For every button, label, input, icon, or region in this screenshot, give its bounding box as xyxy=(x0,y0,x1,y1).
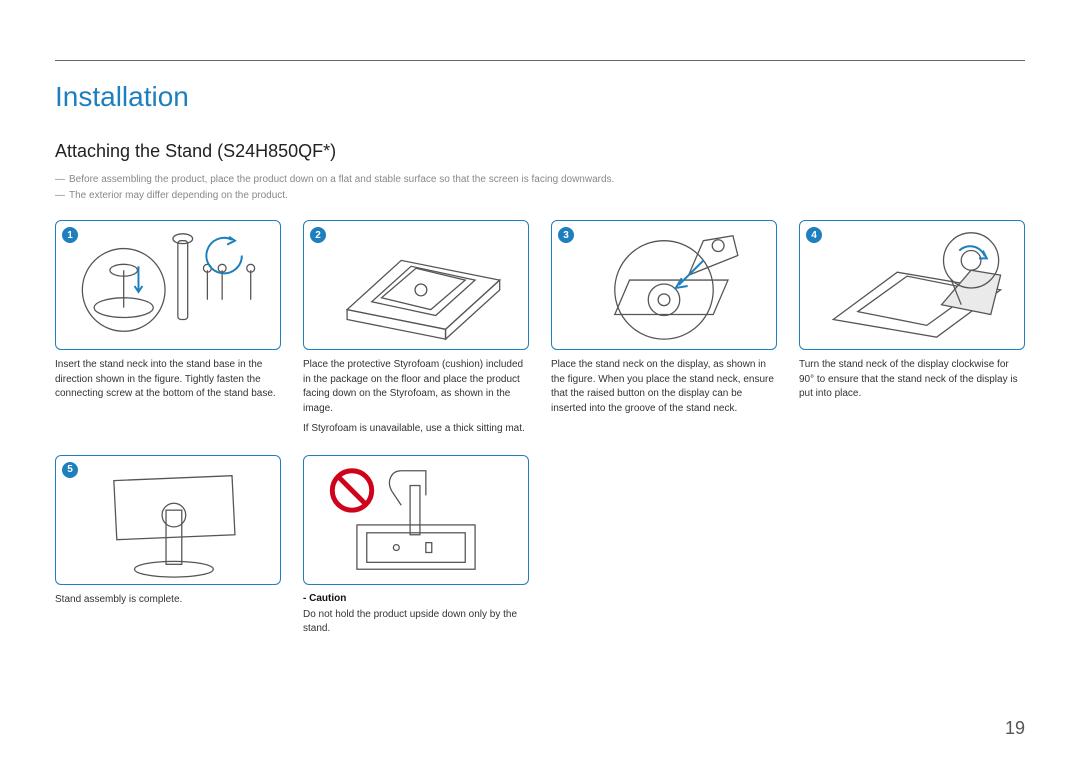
note-2: The exterior may differ depending on the… xyxy=(69,190,288,201)
caution-step: - Caution Do not hold the product upside… xyxy=(303,455,529,637)
caution-caption: Do not hold the product upside down only… xyxy=(303,608,529,637)
step-3-figure: 3 xyxy=(551,220,777,350)
step-2-figure: 2 xyxy=(303,220,529,350)
step-3-badge: 3 xyxy=(558,227,574,243)
step-2-badge: 2 xyxy=(310,227,326,243)
step-1-caption: Insert the stand neck into the stand bas… xyxy=(55,358,281,402)
step-3: 3 xyxy=(551,220,777,437)
step-5-caption: Stand assembly is complete. xyxy=(55,593,281,608)
step-1-illustration xyxy=(56,221,280,349)
step-4: 4 xyxy=(799,220,1025,437)
note-1: Before assembling the product, place the… xyxy=(69,174,614,185)
page-number: 19 xyxy=(1005,718,1025,739)
step-2-illustration xyxy=(304,221,528,349)
step-4-illustration xyxy=(800,221,1024,349)
step-5-illustration xyxy=(56,456,280,584)
caution-label: - Caution xyxy=(303,593,529,604)
step-1: 1 xyxy=(55,220,281,437)
step-5-badge: 5 xyxy=(62,462,78,478)
caution-illustration xyxy=(304,456,528,584)
step-3-caption: Place the stand neck on the display, as … xyxy=(551,358,777,416)
page-title: Installation xyxy=(55,81,1025,113)
step-4-figure: 4 xyxy=(799,220,1025,350)
step-1-figure: 1 xyxy=(55,220,281,350)
step-2-caption: Place the protective Styrofoam (cushion)… xyxy=(303,358,529,416)
assembly-notes: ―Before assembling the product, place th… xyxy=(55,172,1025,204)
step-1-badge: 1 xyxy=(62,227,78,243)
step-4-caption: Turn the stand neck of the display clock… xyxy=(799,358,1025,402)
step-4-badge: 4 xyxy=(806,227,822,243)
step-5: 5 Stand assembly is complete. xyxy=(55,455,281,637)
step-2-extra: If Styrofoam is unavailable, use a thick… xyxy=(303,422,529,437)
step-5-figure: 5 xyxy=(55,455,281,585)
caution-figure xyxy=(303,455,529,585)
step-3-illustration xyxy=(552,221,776,349)
step-2: 2 Place the protective Styrofo xyxy=(303,220,529,437)
section-title: Attaching the Stand (S24H850QF*) xyxy=(55,141,1025,162)
top-rule xyxy=(55,60,1025,61)
steps-grid: 1 xyxy=(55,220,1025,637)
